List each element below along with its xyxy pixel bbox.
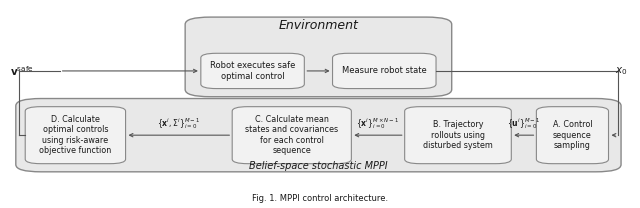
Text: C. Calculate mean
states and covariances
for each control
sequence: C. Calculate mean states and covariances…: [245, 115, 339, 155]
FancyBboxPatch shape: [185, 17, 452, 97]
Text: B. Trajectory
rollouts using
disturbed system: B. Trajectory rollouts using disturbed s…: [423, 120, 493, 150]
Text: Robot executes safe
optimal control: Robot executes safe optimal control: [210, 61, 295, 81]
FancyBboxPatch shape: [25, 107, 125, 164]
Text: $\mathbf{v}^{\mathrm{safe}}$: $\mathbf{v}^{\mathrm{safe}}$: [10, 64, 33, 78]
FancyBboxPatch shape: [16, 99, 621, 172]
Text: $\{\mathbf{x}^i\}_{i=0}^{M\times N-1}$: $\{\mathbf{x}^i\}_{i=0}^{M\times N-1}$: [356, 116, 399, 131]
Text: $\{\mathbf{u}^i\}_{i=0}^{M-1}$: $\{\mathbf{u}^i\}_{i=0}^{M-1}$: [508, 116, 540, 131]
Text: D. Calculate
optimal controls
using risk-aware
objective function: D. Calculate optimal controls using risk…: [39, 115, 111, 155]
FancyBboxPatch shape: [201, 53, 305, 89]
Text: Belief-space stochastic MPPI: Belief-space stochastic MPPI: [249, 161, 388, 171]
Text: $x_0$: $x_0$: [615, 65, 627, 77]
Text: Fig. 1. MPPI control architecture.: Fig. 1. MPPI control architecture.: [252, 194, 388, 203]
FancyBboxPatch shape: [536, 107, 609, 164]
FancyBboxPatch shape: [232, 107, 351, 164]
Text: Environment: Environment: [278, 19, 358, 32]
Text: A. Control
sequence
sampling: A. Control sequence sampling: [552, 120, 592, 150]
Text: $\{\mathbf{x}^i,\Sigma^i\}_{i=0}^{M-1}$: $\{\mathbf{x}^i,\Sigma^i\}_{i=0}^{M-1}$: [157, 116, 200, 131]
FancyBboxPatch shape: [404, 107, 511, 164]
FancyBboxPatch shape: [333, 53, 436, 89]
Text: Measure robot state: Measure robot state: [342, 66, 427, 76]
